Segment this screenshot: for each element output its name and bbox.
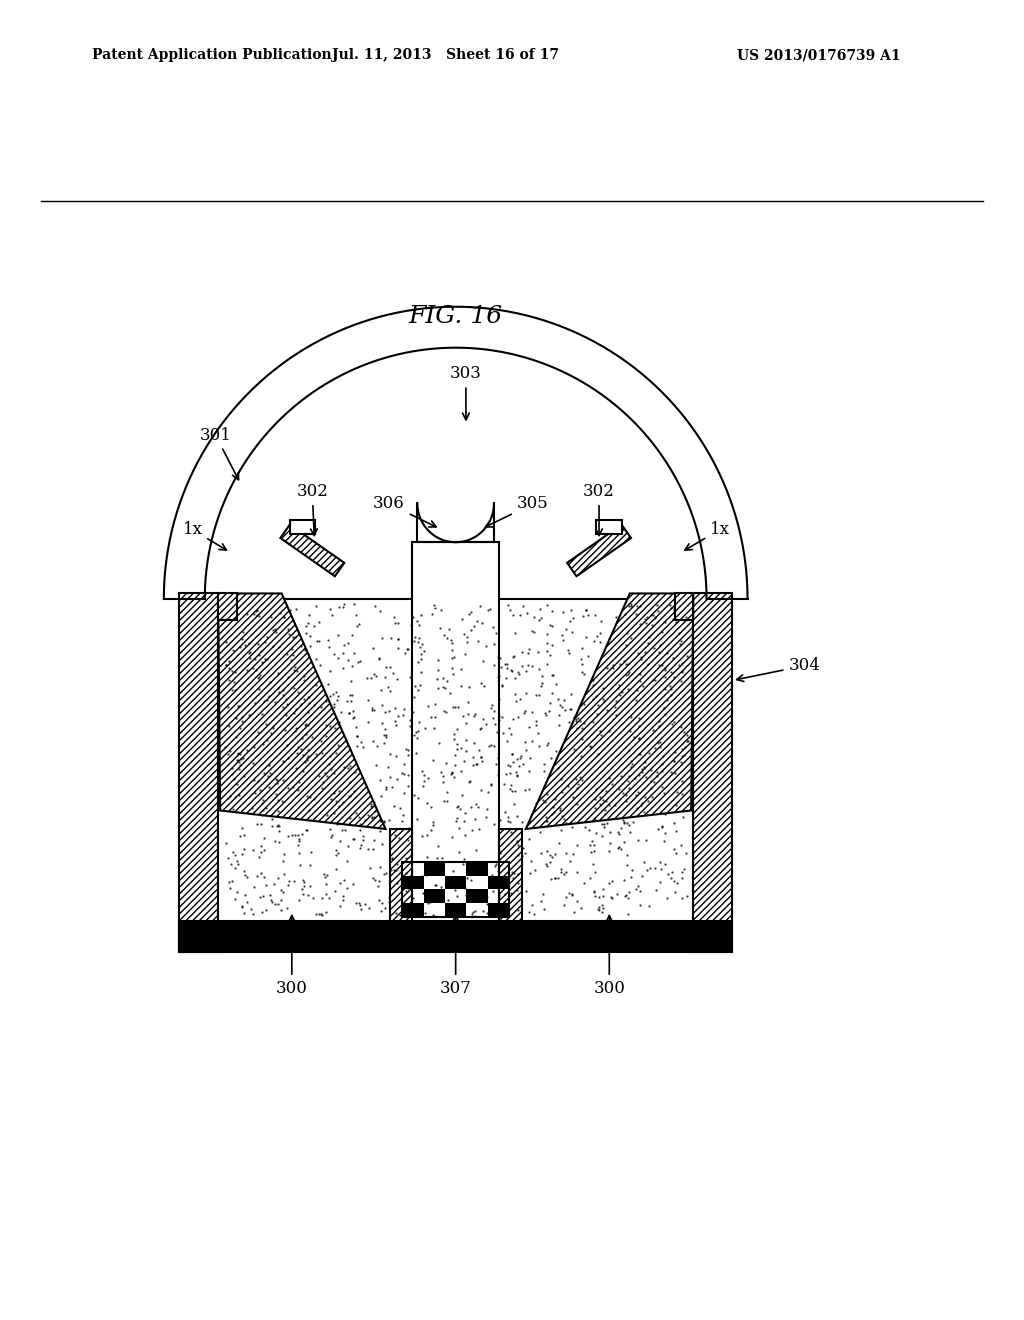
Bar (389, 829, 412, 921)
Bar (402, 903, 424, 917)
Text: 306: 306 (373, 495, 436, 527)
Polygon shape (596, 520, 622, 535)
Bar (466, 862, 487, 875)
Bar (179, 921, 732, 952)
Bar (487, 903, 509, 917)
Bar (412, 543, 500, 921)
Polygon shape (290, 520, 315, 535)
Bar (675, 594, 693, 620)
Polygon shape (567, 524, 631, 577)
Text: 300: 300 (275, 916, 308, 997)
Bar (218, 598, 693, 921)
Text: FIG. 16: FIG. 16 (409, 305, 503, 329)
Text: 301: 301 (200, 426, 239, 479)
Bar (402, 862, 509, 917)
Text: 307: 307 (439, 916, 472, 997)
Bar (179, 594, 218, 952)
Text: Jul. 11, 2013   Sheet 16 of 17: Jul. 11, 2013 Sheet 16 of 17 (332, 49, 559, 62)
Bar (402, 875, 424, 890)
Text: 300: 300 (593, 916, 626, 997)
Text: 1x: 1x (182, 521, 226, 550)
Bar (500, 829, 521, 921)
Polygon shape (218, 594, 385, 829)
Bar (424, 862, 445, 875)
Bar (466, 890, 487, 903)
Bar (445, 875, 466, 890)
Bar (487, 875, 509, 890)
Text: 1x: 1x (685, 521, 730, 550)
Bar (424, 890, 445, 903)
Bar (500, 829, 521, 921)
Bar (445, 903, 466, 917)
Bar (218, 594, 237, 620)
Text: 305: 305 (485, 495, 549, 527)
Text: 303: 303 (450, 366, 482, 420)
Text: 304: 304 (736, 657, 820, 681)
Polygon shape (281, 524, 344, 577)
Text: 302: 302 (583, 483, 615, 536)
Bar (675, 594, 693, 620)
Bar (693, 594, 732, 952)
Text: US 2013/0176739 A1: US 2013/0176739 A1 (737, 49, 901, 62)
Text: 302: 302 (296, 483, 329, 536)
Bar (389, 829, 412, 921)
Bar (179, 594, 218, 952)
Bar (693, 594, 732, 952)
Polygon shape (526, 594, 693, 829)
Text: Patent Application Publication: Patent Application Publication (92, 49, 332, 62)
Bar (218, 594, 237, 620)
